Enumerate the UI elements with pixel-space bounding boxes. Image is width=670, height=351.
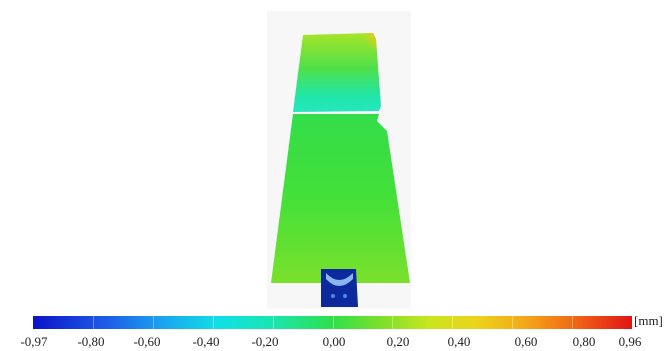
deviation-map-panel bbox=[267, 11, 411, 309]
colorbar-tick-label: 0,96 bbox=[618, 334, 642, 349]
deviation-colorbar bbox=[33, 316, 632, 329]
deviation-map bbox=[271, 33, 410, 307]
colorbar-tick bbox=[92, 316, 94, 329]
clamp-hole-right bbox=[343, 294, 347, 298]
clamp-notch bbox=[326, 273, 353, 286]
colorbar-tick-label: 0,00 bbox=[322, 334, 346, 349]
colorbar-tick bbox=[512, 316, 514, 329]
colorbar-tick bbox=[572, 316, 574, 329]
upper-hot-corner bbox=[347, 33, 379, 71]
clamp-hole-left bbox=[331, 294, 335, 298]
lower-segment bbox=[271, 114, 410, 283]
colorbar-tick bbox=[332, 316, 334, 329]
colorbar-tick-label: 0,60 bbox=[514, 334, 538, 349]
colorbar-tick bbox=[152, 316, 154, 329]
colorbar-tick-label: 0,20 bbox=[386, 334, 410, 349]
colorbar-tick bbox=[272, 316, 274, 329]
colorbar-tick-label: -0,40 bbox=[192, 334, 220, 349]
colorbar-tick bbox=[452, 316, 454, 329]
colorbar-tick-label: -0,80 bbox=[77, 334, 105, 349]
colorbar-unit-label: [mm] bbox=[634, 313, 663, 328]
colorbar-tick-label: -0,20 bbox=[251, 334, 279, 349]
colorbar-tick-label: 0,40 bbox=[447, 334, 471, 349]
colorbar-tick-label: 0,80 bbox=[572, 334, 596, 349]
colorbar-tick bbox=[212, 316, 214, 329]
colorbar-tick bbox=[392, 316, 394, 329]
colorbar-tick-marks bbox=[33, 316, 632, 329]
colorbar-tick-label: -0,97 bbox=[20, 334, 48, 349]
colorbar-tick-label: -0,60 bbox=[133, 334, 161, 349]
